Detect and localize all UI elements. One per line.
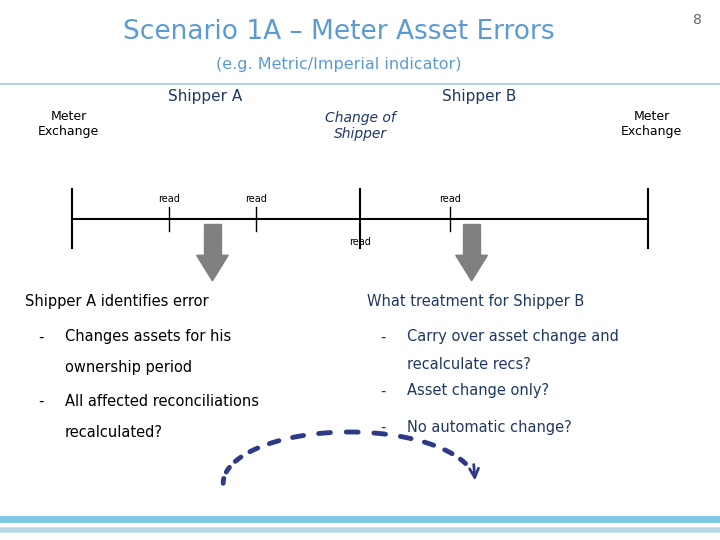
Text: -: - [380,420,385,435]
Text: No automatic change?: No automatic change? [407,420,572,435]
Text: read: read [245,193,266,204]
Text: recalculated?: recalculated? [65,425,163,440]
Polygon shape [463,224,480,255]
Text: (e.g. Metric/Imperial indicator): (e.g. Metric/Imperial indicator) [216,57,461,72]
Text: read: read [158,193,180,204]
Text: Carry over asset change and: Carry over asset change and [407,329,618,345]
Text: -: - [38,394,43,409]
Text: Meter
Exchange: Meter Exchange [37,110,99,138]
Text: Shipper B: Shipper B [441,89,516,104]
Polygon shape [197,255,228,281]
Text: Asset change only?: Asset change only? [407,383,549,399]
Text: read: read [349,237,371,247]
Text: Shipper A: Shipper A [168,89,243,104]
Text: Change of
Shipper: Change of Shipper [325,111,395,141]
Text: Meter
Exchange: Meter Exchange [621,110,683,138]
Text: 8: 8 [693,14,702,28]
Text: What treatment for Shipper B: What treatment for Shipper B [367,294,585,309]
Text: -: - [38,329,43,345]
Text: Changes assets for his: Changes assets for his [65,329,231,345]
Polygon shape [204,224,221,255]
Text: read: read [439,193,461,204]
Text: recalculate recs?: recalculate recs? [407,357,531,373]
Text: Shipper A identifies error: Shipper A identifies error [25,294,209,309]
Text: ownership period: ownership period [65,360,192,375]
Text: All affected reconciliations: All affected reconciliations [65,394,258,409]
Polygon shape [456,255,487,281]
Text: Scenario 1A – Meter Asset Errors: Scenario 1A – Meter Asset Errors [122,19,554,45]
Text: -: - [380,329,385,345]
Text: -: - [380,383,385,399]
